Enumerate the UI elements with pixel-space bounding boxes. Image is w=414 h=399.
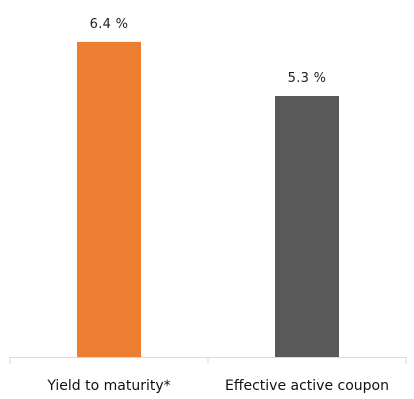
bars-layer bbox=[77, 41, 339, 358]
bar-2 bbox=[275, 96, 339, 357]
x-axis bbox=[9, 357, 407, 364]
data-label-2: 5.3 % bbox=[288, 71, 327, 86]
x-tick-labels-layer: Yield to maturity* Effective active coupo… bbox=[46, 378, 389, 394]
x-tick-label-2: Effective active coupon bbox=[225, 378, 389, 394]
x-tick-label-1: Yield to maturity* bbox=[46, 378, 170, 394]
data-labels-layer: 6.4 % 5.3 % bbox=[90, 17, 327, 86]
bar-1 bbox=[77, 41, 141, 358]
data-label-1: 6.4 % bbox=[90, 17, 129, 32]
